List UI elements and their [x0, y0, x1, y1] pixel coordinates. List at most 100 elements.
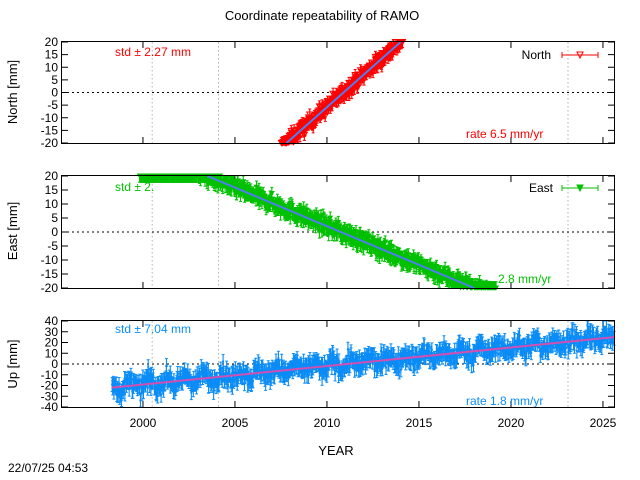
up-data-point: [165, 372, 168, 375]
up-data-point: [161, 379, 164, 382]
up-data-point: [162, 379, 165, 382]
east-ytick-label: 20: [45, 169, 59, 183]
up-data-point: [121, 387, 124, 390]
east-rate-label: 2.8 mm/yr: [498, 272, 551, 286]
east-ytick-label: 0: [51, 225, 58, 239]
east-ytick-label: -10: [41, 253, 59, 267]
up-data-point: [158, 387, 161, 390]
up-data-point: [115, 393, 118, 396]
north-ytick-label: 0: [51, 86, 58, 100]
up-data-point: [128, 388, 131, 391]
up-data-point: [147, 375, 150, 378]
north-legend: North: [522, 48, 599, 62]
north-ytick-label: 5: [51, 73, 58, 87]
up-ytick-label: 30: [45, 325, 59, 339]
east-data-point: [300, 205, 307, 211]
east-data-point: [365, 233, 372, 239]
up-ytick-label: 0: [51, 357, 58, 371]
up-ytick-label: 20: [45, 336, 59, 350]
up-data-point: [123, 377, 126, 380]
up-ytick-label: -20: [41, 379, 59, 393]
up-data-point: [136, 387, 139, 390]
up-ytick-label: -10: [41, 368, 59, 382]
north-std-label: std ± 2.27 mm: [115, 45, 191, 59]
east-ytick-label: -15: [41, 267, 59, 281]
east-ytick-label: 10: [45, 197, 59, 211]
east-plot-frame: [61, 175, 615, 289]
up-data-point: [129, 380, 132, 383]
east-legend: East: [529, 181, 599, 195]
up-data-point: [152, 375, 155, 378]
north-ytick-label: -15: [41, 123, 59, 137]
east-y-axis-label: East [mm]: [5, 202, 20, 261]
up-data-point: [141, 376, 144, 379]
up-ytick-label: 40: [45, 314, 59, 328]
up-ytick-label: 10: [45, 346, 59, 360]
east-data-point: [287, 215, 294, 221]
up-data-point: [130, 378, 133, 381]
up-data-point: [119, 394, 122, 397]
up-data-point: [140, 392, 143, 395]
up-data-point: [127, 377, 130, 380]
east-legend-symbol: [576, 184, 584, 193]
north-ytick-label: -10: [41, 111, 59, 125]
up-data-point: [118, 388, 121, 391]
north-ytick-label: -5: [47, 98, 58, 112]
north-rate-label: rate 6.5 mm/yr: [466, 127, 543, 141]
up-data-point: [134, 381, 137, 384]
up-data-point: [131, 390, 134, 393]
east-std-label: std ± 2.: [115, 180, 154, 194]
up-data-point: [146, 387, 149, 390]
north-y-axis-label: North [mm]: [5, 60, 20, 124]
north-data-point: [305, 111, 314, 119]
east-ytick-label: -5: [47, 239, 58, 253]
up-data-point: [156, 385, 159, 388]
north-ytick-label: 20: [45, 35, 59, 49]
north-ytick-label: 10: [45, 60, 59, 74]
up-ytick-label: -40: [41, 400, 59, 414]
north-ytick-label: 15: [45, 48, 59, 62]
east-legend-marker: [561, 184, 599, 193]
up-data-point: [148, 384, 151, 387]
north-fit-line: [285, 41, 402, 144]
up-data-point: [155, 392, 158, 395]
east-data-point: [289, 202, 296, 208]
north-data-point: [321, 112, 330, 120]
east-legend-label: East: [529, 181, 554, 195]
up-data-point: [137, 381, 140, 384]
up-ytick-label: -30: [41, 389, 59, 403]
north-ytick-label: -20: [41, 136, 59, 150]
up-data-point: [150, 373, 153, 376]
up-data-point: [123, 392, 126, 395]
up-data-point: [120, 398, 123, 401]
up-data-point: [116, 394, 119, 397]
east-ytick-label: -20: [41, 281, 59, 295]
up-data-point: [112, 382, 115, 385]
north-plot-frame: [61, 41, 615, 144]
north-legend-symbol: [576, 51, 584, 60]
east-data-point: [268, 191, 275, 197]
east-data-point: [353, 229, 360, 235]
up-data-point: [117, 393, 120, 396]
east-data-point: [320, 212, 327, 218]
east-fit-line: [206, 175, 475, 289]
east-data-point: [335, 220, 342, 226]
up-data-point: [113, 385, 116, 388]
up-data-point: [147, 365, 150, 368]
north-data-point: [345, 79, 353, 87]
east-data-point: [234, 178, 241, 184]
up-data-point: [142, 390, 145, 393]
east-data-points: [136, 173, 500, 291]
up-data-point: [156, 395, 159, 398]
up-data-point: [145, 379, 148, 382]
east-ytick-label: 5: [51, 211, 58, 225]
north-legend-marker: [561, 51, 599, 60]
chart-title: Coordinate repeatability of RAMO: [225, 8, 419, 23]
